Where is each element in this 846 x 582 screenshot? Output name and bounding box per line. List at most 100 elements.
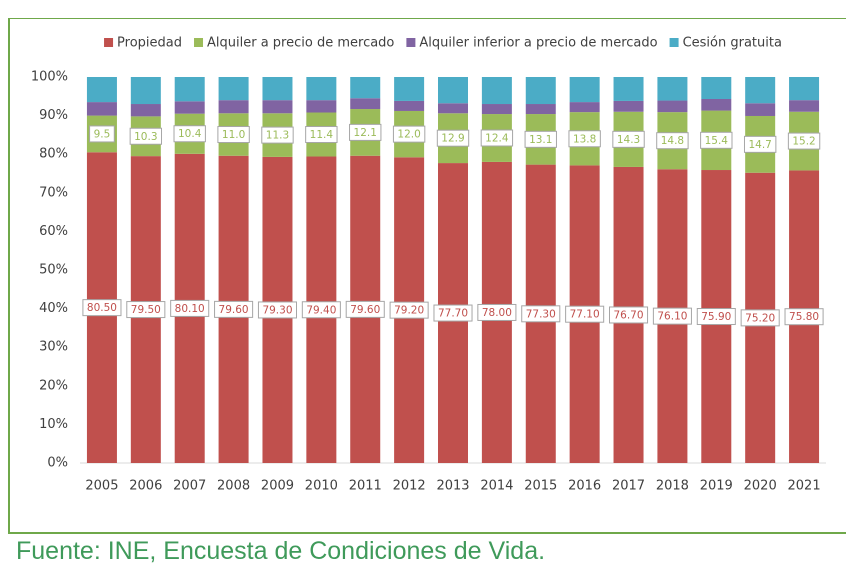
data-label: 77.30	[526, 308, 556, 320]
x-tick-label: 2012	[393, 479, 426, 494]
data-label: 15.2	[792, 136, 815, 148]
data-label-box	[608, 306, 649, 324]
bar-segment	[569, 77, 600, 103]
data-label-box	[743, 135, 777, 153]
y-tick-label: 90%	[39, 108, 68, 123]
x-tick-label: 2008	[217, 479, 250, 494]
bar-segment	[438, 77, 468, 104]
bar-segment	[745, 103, 776, 116]
data-label: 13.8	[573, 133, 596, 145]
x-tick-label: 2010	[305, 479, 338, 494]
data-label: 79.60	[219, 304, 249, 316]
data-label: 79.60	[350, 304, 380, 316]
bar-segment	[174, 101, 205, 114]
data-label-box	[349, 123, 382, 141]
data-label-box	[656, 132, 689, 150]
data-label-box	[89, 125, 115, 143]
bar-segment	[86, 102, 117, 116]
bar-segment	[438, 103, 468, 114]
data-label: 79.20	[394, 305, 424, 317]
data-label: 11.0	[222, 129, 245, 141]
data-label: 11.4	[310, 129, 334, 141]
bar-segment	[130, 104, 161, 117]
data-label: 79.40	[306, 304, 336, 316]
data-label-box	[345, 300, 385, 318]
x-tick-label: 2005	[85, 479, 118, 494]
data-label-box	[565, 305, 605, 323]
data-label-box	[82, 299, 122, 317]
data-label-box	[524, 130, 557, 148]
data-label: 75.20	[745, 312, 775, 324]
data-label: 75.80	[789, 311, 819, 323]
bar-segment	[481, 104, 512, 115]
chart-frame	[8, 18, 846, 534]
x-tick-label: 2013	[436, 479, 469, 494]
data-label: 14.8	[661, 135, 684, 147]
data-label-box	[433, 304, 473, 322]
bar-segment	[481, 77, 512, 105]
x-tick-label: 2019	[700, 479, 733, 494]
data-label: 77.10	[570, 309, 600, 321]
bar-segment	[569, 102, 600, 113]
data-label-box	[129, 127, 163, 145]
y-tick-label: 40%	[39, 301, 68, 316]
data-label: 77.70	[438, 308, 468, 320]
legend-swatch	[104, 38, 114, 47]
x-tick-label: 2014	[480, 479, 513, 494]
data-label-box	[612, 130, 645, 148]
data-label: 78.00	[482, 307, 512, 319]
bar-segment	[174, 77, 205, 102]
x-tick-label: 2007	[173, 479, 206, 494]
data-label: 12.0	[397, 129, 420, 141]
data-label: 76.70	[613, 309, 643, 321]
y-tick-label: 20%	[39, 378, 68, 393]
bar-segment	[350, 98, 381, 110]
x-tick-label: 2009	[261, 479, 294, 494]
bar-segment	[701, 77, 732, 100]
data-label: 75.90	[701, 311, 731, 323]
bar-segment	[394, 77, 425, 101]
y-tick-label: 60%	[39, 224, 68, 239]
source-note: Fuente: INE, Encuesta de Condiciones de …	[16, 537, 546, 565]
data-label-box	[700, 131, 733, 149]
bar-segment	[657, 100, 688, 113]
x-tick-label: 2020	[744, 479, 777, 494]
legend-swatch	[406, 38, 416, 47]
data-label-box	[214, 300, 254, 318]
bar-segment	[745, 77, 776, 104]
y-tick-label: 50%	[39, 263, 68, 278]
data-label: 12.1	[354, 127, 377, 139]
bar-segment	[218, 100, 249, 114]
y-tick-label: 80%	[39, 147, 68, 162]
bar-segment	[218, 77, 249, 101]
y-tick-label: 70%	[39, 185, 68, 200]
data-label-box	[652, 307, 692, 325]
data-label-box	[696, 308, 736, 326]
bar-segment	[525, 77, 556, 105]
data-label-box	[126, 301, 166, 319]
bar-segment	[789, 100, 820, 112]
legend-swatch	[194, 38, 204, 47]
data-label: 14.3	[617, 134, 640, 146]
data-label-box	[787, 132, 821, 150]
data-label-box	[170, 299, 210, 317]
data-label: 80.50	[87, 302, 117, 314]
data-label-box	[173, 125, 206, 143]
x-tick-label: 2015	[524, 479, 557, 494]
data-label: 79.30	[262, 304, 292, 316]
data-label: 15.4	[705, 135, 729, 147]
data-label: 9.5	[94, 128, 111, 140]
data-label: 13.1	[529, 134, 552, 146]
data-label: 79.50	[131, 304, 161, 316]
x-tick-label: 2021	[788, 479, 821, 494]
data-label-box	[480, 129, 514, 147]
data-label: 12.9	[441, 133, 464, 145]
y-tick-label: 10%	[39, 417, 68, 432]
x-tick-label: 2017	[612, 479, 645, 494]
bar-segment	[306, 77, 337, 101]
x-tick-label: 2018	[656, 479, 689, 494]
data-label: 14.7	[748, 139, 771, 151]
data-label-box	[740, 309, 780, 327]
data-label: 10.3	[134, 131, 157, 143]
